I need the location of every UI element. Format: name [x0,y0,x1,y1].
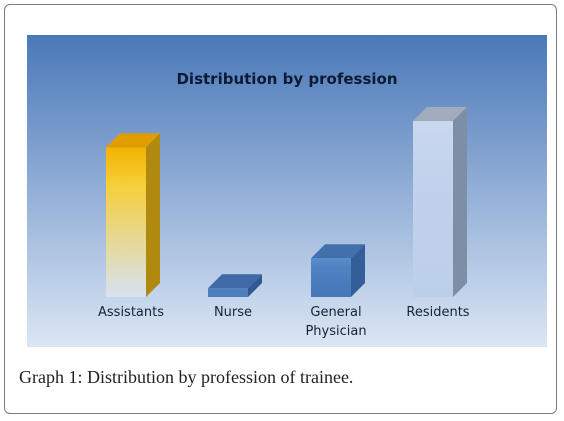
caption-label: Graph 1: [19,367,83,387]
bar-assistants [106,133,160,297]
bar-chart: Distribution by profession Assistants Nur… [27,35,547,347]
chart-title: Distribution by profession [176,70,397,88]
bar-assistants-front [106,147,146,297]
figure-caption: Graph 1: Distribution by profession of t… [19,367,353,388]
x-tick-label-assistants: Assistants [98,305,164,320]
bar-nurse-top [208,274,262,289]
x-tick-label-nurse: Nurse [214,305,252,320]
bar-general-physician [311,244,365,297]
bar-nurse [208,274,262,297]
category-labels: Assistants Nurse General Physician Residents [98,305,470,339]
x-tick-label-residents: Residents [406,305,469,320]
bar-nurse-front [208,288,248,297]
bar-nurse-side [248,274,262,297]
bar-general-physician-side [351,244,365,297]
bar-residents [413,107,467,297]
bar-general-physician-top [311,244,365,259]
bar-assistants-side [146,133,160,297]
bar-residents-top [413,107,467,121]
x-tick-label-general-physician: General Physician [305,305,366,339]
bar-residents-front [413,121,453,297]
bars [106,107,467,297]
chart-panel: Distribution by profession Assistants Nur… [27,35,547,347]
bar-assistants-top [106,133,160,148]
bar-residents-side [453,107,467,297]
figure-frame: Distribution by profession Assistants Nur… [4,4,557,414]
caption-text: Distribution by profession of trainee. [86,367,354,387]
bar-general-physician-front [311,258,351,297]
